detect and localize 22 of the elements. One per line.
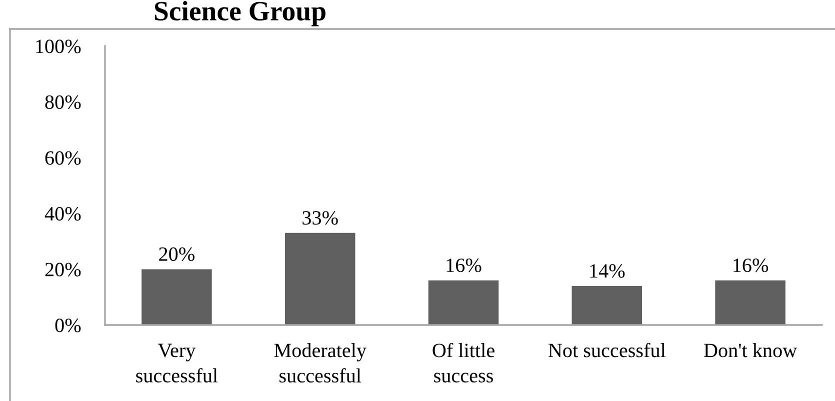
x-tick-label: Very successful [136,344,218,382]
y-tick-label: 100% [36,40,81,54]
x-tick-label: Of little success [432,342,494,382]
y-tick-label: 0% [55,318,81,332]
bar [715,280,786,325]
bar [428,280,499,325]
bar [142,269,212,325]
data-label: 16% [446,258,482,272]
y-tick-label: 20% [45,262,81,276]
y-tick-label: 60% [45,151,81,165]
chart-title: Science Group [154,1,326,26]
bar [284,232,356,325]
data-label: 14% [590,264,625,278]
bar [572,286,642,325]
x-tick-label: Don't know [704,343,798,358]
data-label: 20% [159,247,194,262]
data-label: 33% [302,211,338,225]
data-label: 16% [734,258,768,272]
y-tick-label: 40% [44,206,81,221]
x-tick-label: Not successful [548,342,666,358]
y-tick-label: 80% [45,95,81,110]
x-tick-label: Moderately successful [274,343,366,383]
